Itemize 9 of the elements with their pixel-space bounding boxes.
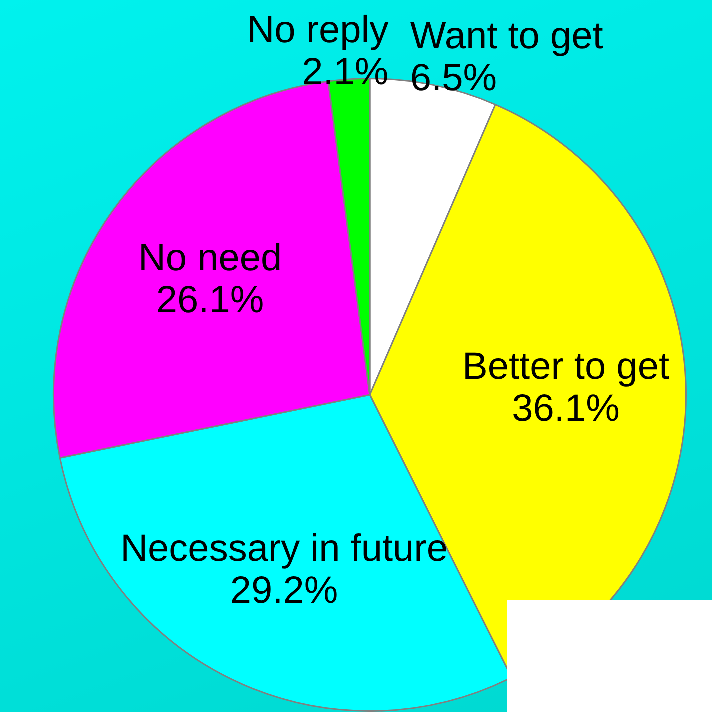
data-label: 26.1%: [156, 280, 264, 322]
slice-label: Necessary in future: [120, 528, 448, 570]
data-label: 36.1%: [512, 388, 620, 430]
slice-label: Better to get: [462, 346, 670, 388]
data-label: 6.5%: [410, 58, 498, 100]
slice-label: No reply: [247, 10, 389, 52]
data-label: 29.2%: [230, 570, 338, 612]
slice-label: Want to get: [410, 16, 604, 58]
slice-label: No need: [138, 238, 282, 280]
